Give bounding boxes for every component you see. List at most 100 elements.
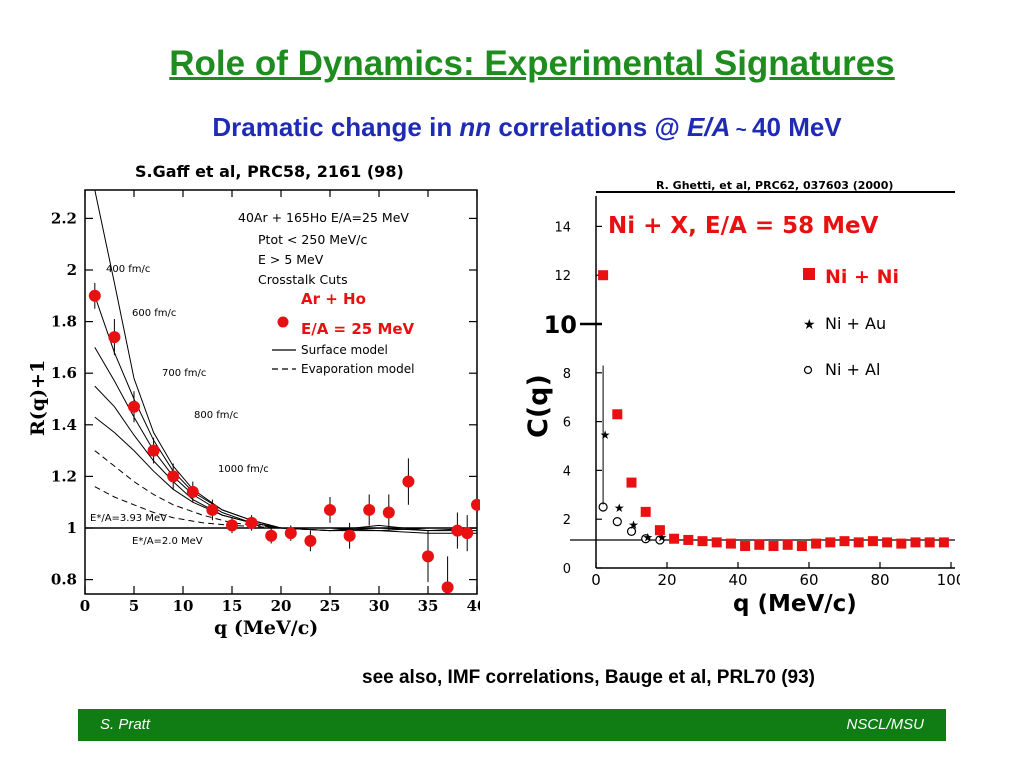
- data-point-nini: [725, 538, 736, 549]
- data-point-nini: [697, 536, 708, 547]
- footer-bar: S. Pratt NSCL/MSU: [78, 709, 946, 741]
- legend-marker-niau: ★: [803, 317, 816, 333]
- data-point-nini: [924, 537, 935, 548]
- curve-labels: 400 fm/c 600 fm/c 700 fm/c 800 fm/c 1000…: [90, 264, 269, 547]
- data-point-nini: [640, 506, 651, 517]
- data-point-nial: [612, 517, 622, 527]
- surface-model-curve: [94, 347, 477, 532]
- left-y-tick-label: 1.2: [51, 467, 77, 485]
- left-y-tick-label: 1.6: [51, 364, 77, 382]
- data-point: [226, 519, 238, 532]
- data-point-niau: ★: [600, 428, 611, 442]
- data-point-nini: [612, 409, 623, 420]
- legend-surface-label: Surface model: [301, 343, 388, 357]
- curve-label-e20: E*/A=2.0 MeV: [132, 536, 203, 547]
- right-citation: R. Ghetti, et al, PRC62, 037603 (2000): [656, 179, 893, 192]
- data-point-nini: [754, 539, 765, 550]
- data-point-niau: ★: [642, 530, 653, 544]
- data-point-nini: [782, 539, 793, 550]
- data-point: [108, 331, 121, 344]
- right-y-tick-label: 2: [563, 513, 571, 528]
- data-point-nini: [825, 537, 836, 548]
- footer-affiliation: NSCL/MSU: [846, 716, 924, 733]
- data-point-nini: [711, 537, 722, 548]
- data-point-nini: [882, 537, 893, 548]
- data-point: [402, 475, 415, 488]
- data-point-nini: [598, 270, 609, 281]
- data-point-nini: [626, 477, 637, 488]
- right-y-tick-label: 0: [563, 562, 571, 577]
- data-point-nini: [853, 537, 864, 548]
- left-x-tick-label: 40: [467, 597, 480, 615]
- right-title: Ni + X, E/A = 58 MeV: [608, 213, 879, 239]
- right-y-tick-label: 12: [554, 269, 571, 284]
- left-x-tick-label: 0: [80, 597, 90, 615]
- subtitle-ea: E/A: [687, 112, 731, 142]
- subtitle-nn: nn: [459, 112, 492, 142]
- right-y-tick-label: 6: [563, 416, 571, 431]
- data-point: [88, 289, 101, 302]
- right-y-tick-label: 4: [563, 464, 571, 479]
- legend-marker-nial: [803, 365, 813, 375]
- data-point-nial: [641, 534, 651, 544]
- reaction-label-1: Ar + Ho: [301, 290, 366, 308]
- data-point: [147, 444, 160, 457]
- subtitle-post: 40 MeV: [752, 112, 842, 142]
- data-point-nini: [796, 541, 807, 552]
- data-point-nini: [896, 538, 907, 549]
- right-axes: 0 20 40 60 80 100 0 2 4 6 8 10 12 14: [544, 220, 960, 589]
- data-point-nini: [938, 537, 949, 548]
- data-point: [441, 581, 454, 594]
- data-point: [471, 498, 480, 511]
- left-x-tick-label: 5: [129, 597, 139, 615]
- left-y-tick-label: 1.8: [51, 313, 77, 331]
- left-x-tick-label: 10: [173, 597, 194, 615]
- left-y-tick-label: 0.8: [51, 571, 77, 589]
- right-y-label: C(q): [523, 374, 554, 438]
- left-y-tick-label: 1: [67, 519, 77, 537]
- data-point: [186, 485, 199, 498]
- data-point-nial: [626, 526, 637, 537]
- data-point: [324, 503, 336, 516]
- footer-author: S. Pratt: [100, 716, 151, 733]
- right-x-tick-label: 20: [657, 571, 676, 589]
- right-x-tick-label: 40: [728, 571, 747, 589]
- curve-label-e393: E*/A=3.93 MeV: [90, 513, 167, 524]
- data-point-nini: [654, 525, 665, 536]
- legend-marker-nini: [803, 268, 815, 280]
- legend-evaporation-label: Evaporation model: [301, 362, 414, 376]
- left-y-tick-label: 2.2: [51, 209, 77, 227]
- left-y-tick-label: 1.4: [51, 416, 77, 434]
- curve-label-1000: 1000 fm/c: [218, 464, 269, 475]
- left-axes: 0 5 10 15 20 25 30 35 40 0.8 1 1.2 1.4 1.6 1.8 2 2.2: [51, 190, 480, 615]
- data-point: [304, 534, 317, 547]
- left-x-tick-label: 35: [418, 597, 439, 615]
- info-line-crosstalk: Crosstalk Cuts: [258, 272, 348, 287]
- slide-title: Role of Dynamics: Experimental Signature…: [169, 44, 895, 83]
- legend-label-nial: Ni + Al: [825, 360, 880, 379]
- legend-label-nini: Ni + Ni: [825, 266, 899, 288]
- surface-model-curve: [94, 385, 478, 532]
- data-point: [206, 503, 219, 516]
- reaction-label-2: E/A = 25 MeV: [301, 320, 415, 338]
- data-point-nini: [683, 534, 694, 545]
- left-citation: S.Gaff et al, PRC58, 2161 (98): [135, 162, 404, 181]
- curve-label-400: 400 fm/c: [106, 264, 150, 275]
- legend-marker: [277, 316, 289, 328]
- right-x-tick-label: 100: [937, 571, 960, 589]
- left-x-tick-label: 25: [320, 597, 341, 615]
- data-point-nini: [811, 538, 822, 549]
- info-line-reaction: 40Ar + 165Ho E/A=25 MeV: [238, 210, 409, 225]
- data-point: [363, 503, 376, 516]
- right-y-tick-label: 14: [554, 220, 571, 235]
- data-point: [461, 527, 474, 540]
- surface-model-curve: [94, 295, 477, 532]
- legend-label-niau: Ni + Au: [825, 314, 886, 333]
- see-also-note: see also, IMF correlations, Bauge et al,…: [362, 667, 815, 688]
- curve-label-800: 800 fm/c: [194, 410, 238, 421]
- curve-label-700: 700 fm/c: [162, 368, 206, 379]
- evaporation-model-curve: [94, 486, 282, 529]
- data-point: [382, 506, 395, 519]
- right-y-tick-label: 10: [544, 311, 577, 339]
- right-y-tick-label: 8: [563, 367, 571, 382]
